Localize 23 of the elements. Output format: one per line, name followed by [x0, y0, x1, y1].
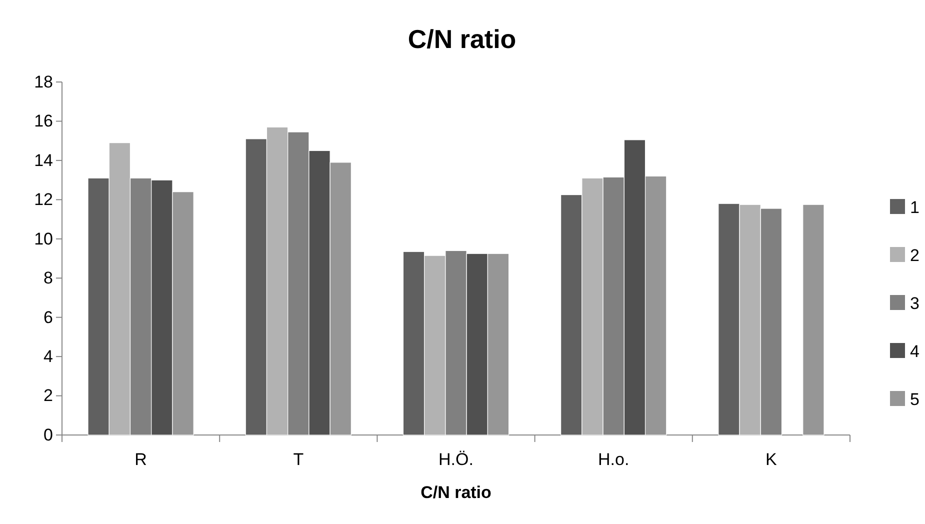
- x-axis-title: C/N ratio: [420, 483, 492, 502]
- x-tick-label: K: [766, 450, 778, 470]
- legend-label: 2: [910, 246, 920, 265]
- x-tick-label: T: [293, 450, 304, 470]
- legend-label: 1: [910, 198, 920, 217]
- bar: [802, 204, 824, 436]
- y-tick-label: 16: [34, 112, 53, 131]
- x-tick-label: H.o.: [598, 450, 630, 470]
- y-tick-label: 18: [34, 72, 53, 92]
- y-tick-label: 8: [44, 268, 53, 288]
- chart-title: C/N ratio: [408, 24, 516, 54]
- legend-label: 4: [910, 342, 920, 361]
- legend-label: 3: [910, 294, 920, 313]
- y-tick-label: 4: [44, 346, 53, 366]
- legend-label: 5: [910, 390, 920, 409]
- y-tick-label: 2: [44, 386, 53, 406]
- y-tick-label: 0: [44, 425, 53, 444]
- y-tick-label: 12: [34, 190, 53, 210]
- y-tick-label: 10: [34, 229, 53, 248]
- x-tick-label: H.Ö.: [438, 450, 474, 470]
- y-tick-label: 14: [34, 150, 53, 170]
- x-tick-label: R: [134, 450, 147, 470]
- y-tick-label: 6: [44, 308, 53, 327]
